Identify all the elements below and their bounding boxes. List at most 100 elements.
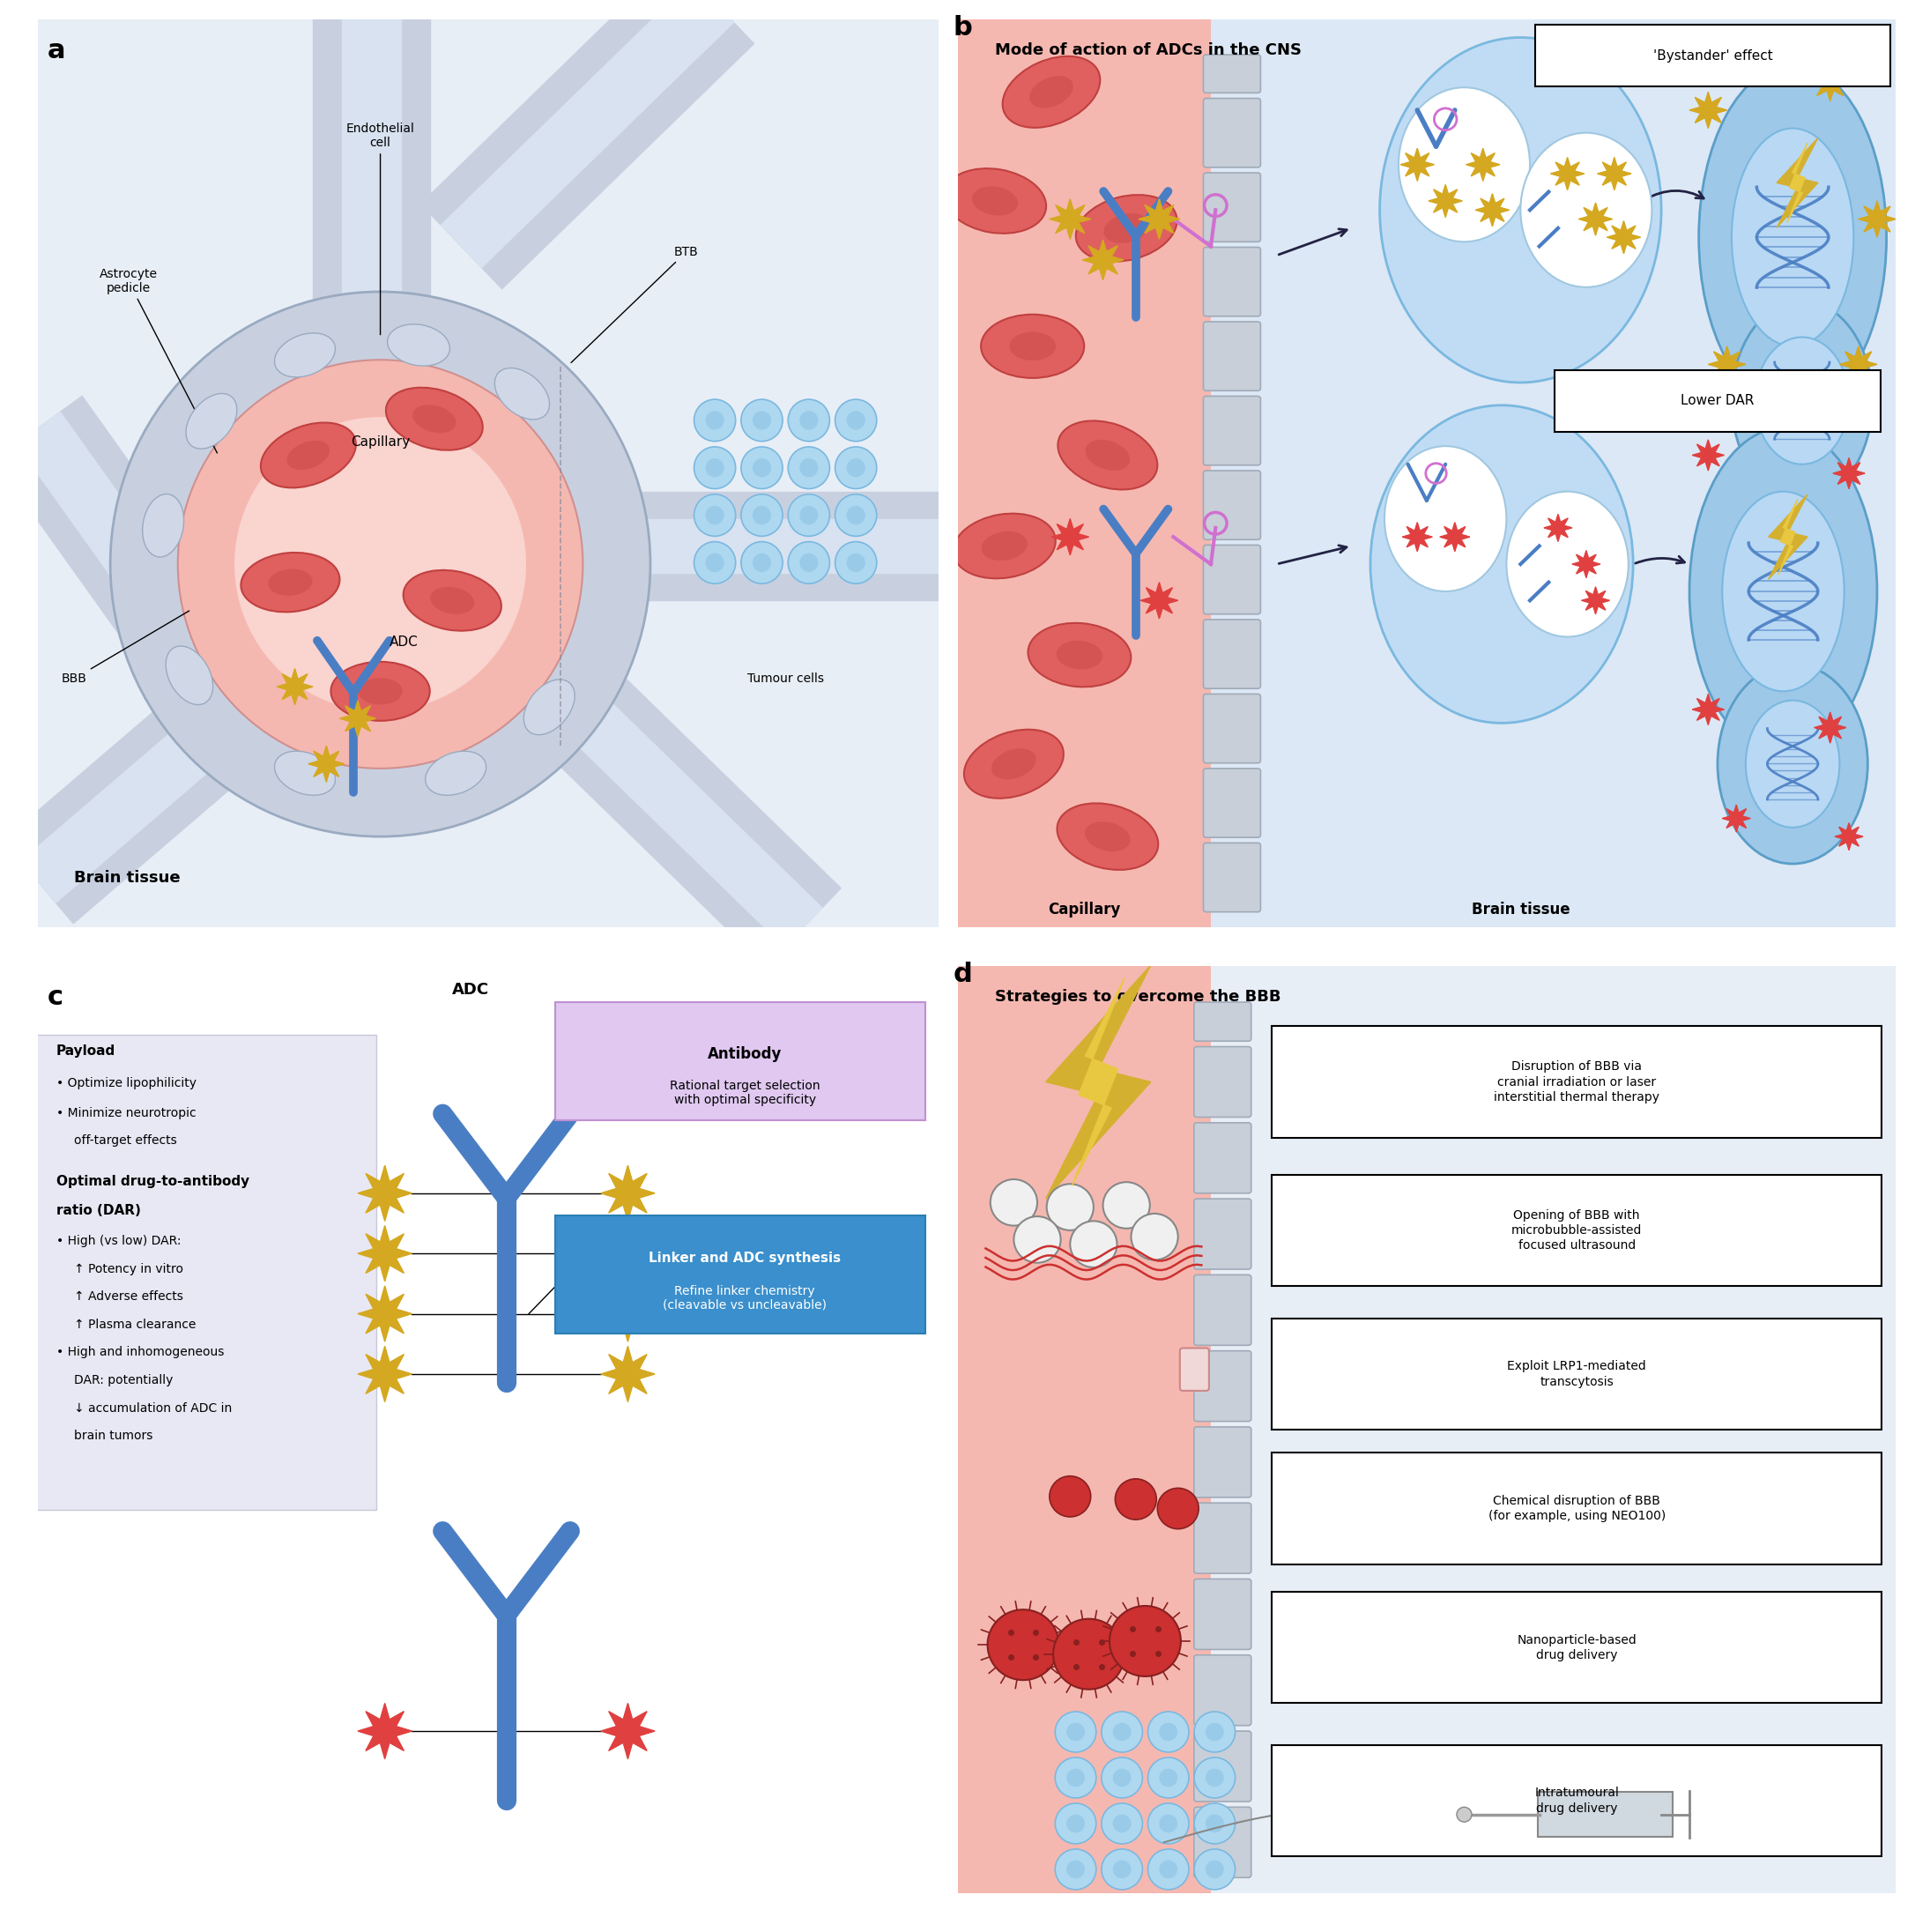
Circle shape xyxy=(1113,1861,1132,1878)
Text: Linker and ADC synthesis: Linker and ADC synthesis xyxy=(649,1252,841,1265)
Polygon shape xyxy=(1400,149,1434,182)
Polygon shape xyxy=(523,653,822,947)
Ellipse shape xyxy=(980,315,1084,379)
Circle shape xyxy=(789,400,829,440)
Ellipse shape xyxy=(1385,446,1507,591)
Circle shape xyxy=(1195,1758,1235,1799)
Ellipse shape xyxy=(1699,64,1886,410)
Circle shape xyxy=(1157,1488,1199,1528)
Polygon shape xyxy=(1582,587,1611,614)
Text: DAR: potentially: DAR: potentially xyxy=(75,1374,174,1387)
Text: off-target effects: off-target effects xyxy=(75,1134,178,1148)
FancyBboxPatch shape xyxy=(1180,1349,1208,1391)
Circle shape xyxy=(1159,1814,1178,1833)
Circle shape xyxy=(1113,1723,1132,1741)
Circle shape xyxy=(741,400,783,440)
Circle shape xyxy=(1055,1803,1095,1843)
Circle shape xyxy=(693,446,735,489)
Text: Astrocyte
pedicle: Astrocyte pedicle xyxy=(100,269,216,452)
Polygon shape xyxy=(601,1225,655,1281)
Circle shape xyxy=(1147,1712,1189,1752)
Ellipse shape xyxy=(1756,338,1850,464)
Circle shape xyxy=(1159,1768,1178,1787)
Circle shape xyxy=(741,541,783,583)
Circle shape xyxy=(835,495,877,537)
Polygon shape xyxy=(343,2,400,328)
Text: • High (vs low) DAR:: • High (vs low) DAR: xyxy=(56,1235,182,1248)
Ellipse shape xyxy=(331,663,429,721)
FancyBboxPatch shape xyxy=(38,966,938,1893)
Polygon shape xyxy=(1840,346,1877,383)
Ellipse shape xyxy=(1718,665,1867,864)
FancyBboxPatch shape xyxy=(1536,25,1890,87)
Text: Capillary: Capillary xyxy=(350,435,410,448)
Circle shape xyxy=(799,458,818,477)
Circle shape xyxy=(705,458,724,477)
FancyBboxPatch shape xyxy=(1193,1047,1250,1117)
Circle shape xyxy=(799,506,818,526)
Ellipse shape xyxy=(387,325,450,365)
Circle shape xyxy=(1101,1849,1143,1889)
Circle shape xyxy=(846,553,866,572)
Circle shape xyxy=(1113,1814,1132,1833)
Polygon shape xyxy=(1812,64,1850,100)
FancyBboxPatch shape xyxy=(1193,1656,1250,1725)
Circle shape xyxy=(693,495,735,537)
Text: Capillary: Capillary xyxy=(1048,902,1120,918)
FancyBboxPatch shape xyxy=(1203,769,1260,837)
Circle shape xyxy=(741,446,783,489)
FancyBboxPatch shape xyxy=(958,966,1896,1893)
Text: BTB: BTB xyxy=(571,245,699,363)
Circle shape xyxy=(753,458,772,477)
Circle shape xyxy=(1055,1849,1095,1889)
Text: ADC: ADC xyxy=(389,636,417,649)
Circle shape xyxy=(1055,1712,1095,1752)
Text: Payload: Payload xyxy=(56,1045,115,1059)
Text: Endothelial
cell: Endothelial cell xyxy=(347,122,416,334)
Text: Intratumoural
drug delivery: Intratumoural drug delivery xyxy=(1534,1787,1618,1814)
Polygon shape xyxy=(1402,522,1432,551)
Circle shape xyxy=(178,359,582,769)
Ellipse shape xyxy=(358,678,402,705)
Polygon shape xyxy=(1467,149,1499,182)
Polygon shape xyxy=(1046,966,1151,1198)
Ellipse shape xyxy=(1722,491,1844,692)
Ellipse shape xyxy=(1103,213,1149,243)
Text: • Minimize neurotropic: • Minimize neurotropic xyxy=(56,1107,195,1119)
Text: Brain tissue: Brain tissue xyxy=(75,869,180,885)
Polygon shape xyxy=(1607,220,1641,253)
Polygon shape xyxy=(1693,694,1724,724)
Ellipse shape xyxy=(1731,128,1854,346)
Polygon shape xyxy=(1833,458,1865,489)
Text: ↑ Adverse effects: ↑ Adverse effects xyxy=(75,1291,184,1302)
Circle shape xyxy=(1049,1476,1092,1517)
Polygon shape xyxy=(0,396,243,686)
Polygon shape xyxy=(1779,498,1798,574)
Polygon shape xyxy=(339,699,375,736)
Polygon shape xyxy=(312,2,429,328)
Ellipse shape xyxy=(142,495,184,556)
Text: ↓ accumulation of ADC in: ↓ accumulation of ADC in xyxy=(75,1403,232,1414)
Circle shape xyxy=(799,412,818,429)
Ellipse shape xyxy=(1379,37,1662,383)
Circle shape xyxy=(1115,1478,1157,1520)
Ellipse shape xyxy=(1746,699,1840,827)
Circle shape xyxy=(1132,1213,1178,1260)
FancyBboxPatch shape xyxy=(555,1215,925,1333)
Text: • High and inhomogeneous: • High and inhomogeneous xyxy=(56,1347,224,1358)
Circle shape xyxy=(1048,1184,1093,1231)
Polygon shape xyxy=(1551,156,1584,189)
FancyBboxPatch shape xyxy=(1538,1793,1672,1837)
Text: Tumour cells: Tumour cells xyxy=(747,672,823,684)
Circle shape xyxy=(1013,1217,1061,1264)
Text: Brain tissue: Brain tissue xyxy=(1471,902,1570,918)
Polygon shape xyxy=(1835,823,1863,850)
Polygon shape xyxy=(601,1704,655,1758)
FancyBboxPatch shape xyxy=(1193,1198,1250,1269)
Polygon shape xyxy=(1429,185,1463,216)
Polygon shape xyxy=(1814,713,1846,744)
Circle shape xyxy=(1067,1861,1086,1878)
FancyBboxPatch shape xyxy=(1203,842,1260,912)
FancyBboxPatch shape xyxy=(38,19,938,927)
Ellipse shape xyxy=(1507,491,1628,638)
